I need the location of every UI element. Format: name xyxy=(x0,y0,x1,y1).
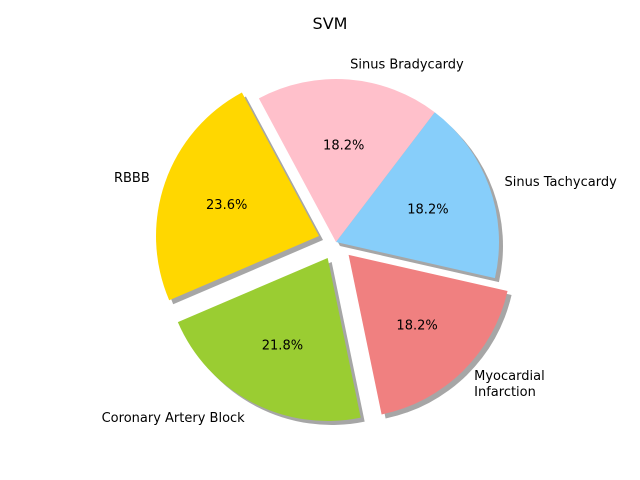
category-label-sinus-bradycardy: Sinus Bradycardy xyxy=(350,57,464,72)
pct-label-sinus-tachycardy: 18.2% xyxy=(407,203,448,218)
slice-coronary-artery-block xyxy=(177,257,361,421)
category-label-coronary-artery-block: Coronary Artery Block xyxy=(102,411,246,426)
category-label-myocardial-infarction: Myocardial Infarction xyxy=(474,369,545,400)
pct-label-sinus-bradycardy: 18.2% xyxy=(323,139,364,154)
category-label-rbbb: RBBB xyxy=(114,171,150,186)
slice-rbbb xyxy=(156,92,320,301)
slice-myocardial-infarction xyxy=(348,254,508,415)
category-label-sinus-tachycardy: Sinus Tachycardy xyxy=(505,175,618,190)
slice-sinus-bradycardy xyxy=(258,78,435,242)
slice-sinus-tachycardy xyxy=(336,112,499,279)
chart-title: SVM xyxy=(313,14,348,33)
pct-label-rbbb: 23.6% xyxy=(206,198,247,213)
pct-label-coronary-artery-block: 21.8% xyxy=(262,339,303,354)
slices xyxy=(156,78,508,421)
slice-labels: 18.2% Sinus Tachycardy 18.2% Sinus Bradycar… xyxy=(102,57,617,426)
pct-label-myocardial-infarction: 18.2% xyxy=(396,319,437,334)
